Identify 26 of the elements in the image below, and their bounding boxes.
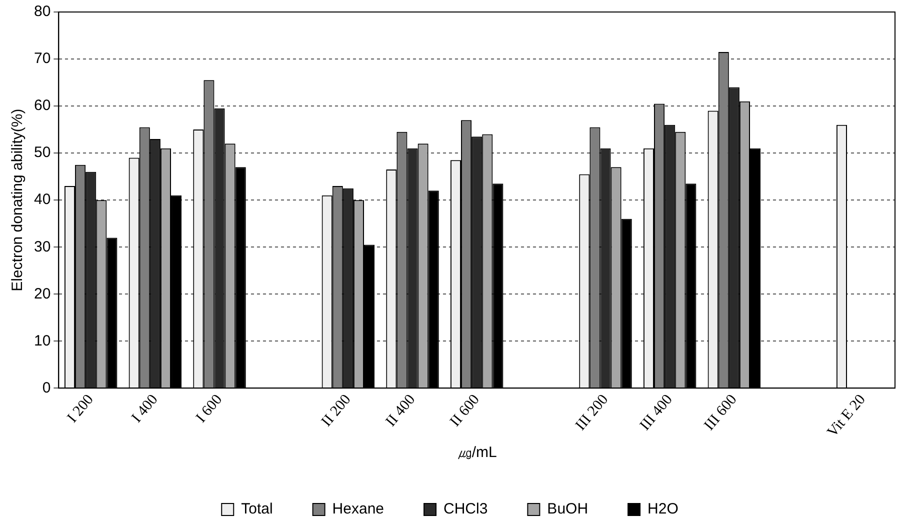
legend-label: CHCl3	[444, 500, 488, 518]
legend-label: BuOH	[547, 500, 588, 518]
x-tick-label: III 400	[637, 392, 676, 434]
y-tick-label: 30	[34, 238, 51, 256]
y-tick-label: 70	[34, 50, 51, 68]
x-tick-label: I 200	[64, 392, 97, 426]
y-axis-title: Electron donating ability(%)	[9, 108, 26, 292]
x-tick-label: I 600	[193, 392, 226, 426]
y-tick-label: 40	[34, 191, 51, 208]
x-tick-label: III 200	[572, 392, 612, 434]
legend-label: H2O	[648, 500, 678, 518]
x-tick-label: I 400	[128, 392, 162, 426]
x-tick-label: Vit E 20	[824, 392, 869, 440]
x-tick-label: II 400	[383, 392, 419, 430]
y-tick-label: 0	[42, 379, 51, 396]
legend-label: Hexane	[332, 500, 384, 518]
legend-label: Total	[241, 500, 273, 518]
y-tick-label: 20	[34, 285, 51, 302]
x-tick-label: II 600	[447, 392, 483, 430]
x-tick-label: III 600	[701, 392, 740, 434]
x-tick-label: II 200	[318, 392, 354, 430]
y-tick-label: 50	[34, 144, 51, 162]
y-tick-label: 10	[34, 332, 51, 350]
y-tick-label: 80	[34, 3, 51, 20]
y-tick-label: 60	[34, 97, 51, 114]
x-axis-title: ㎍/mL	[456, 444, 497, 462]
